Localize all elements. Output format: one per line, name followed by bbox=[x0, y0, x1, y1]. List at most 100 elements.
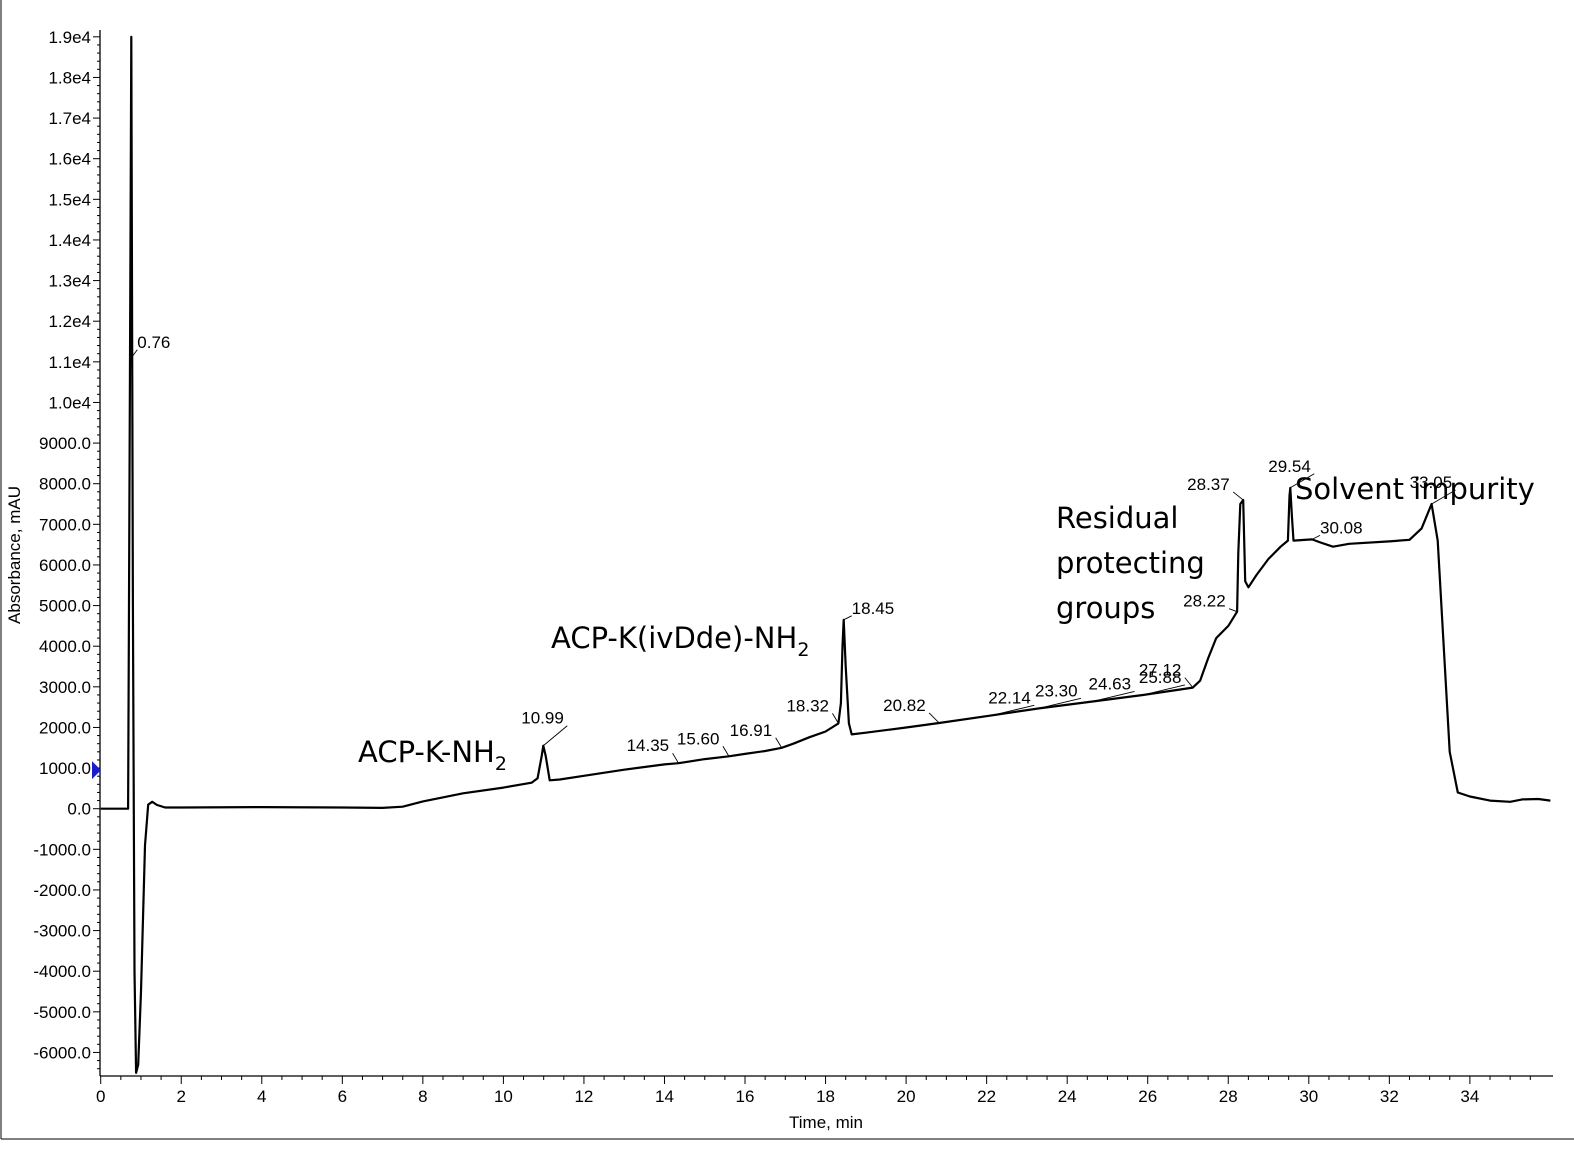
y-tick-label: -3000.0 bbox=[33, 922, 91, 941]
peak-label-leader bbox=[1038, 697, 1082, 709]
peak-label-leader bbox=[992, 704, 1035, 716]
peak-label-leader bbox=[1092, 691, 1135, 702]
y-tick-label: 7000.0 bbox=[39, 515, 91, 534]
peak-label-leader bbox=[1232, 491, 1244, 501]
y-tick-label: 1.6e4 bbox=[48, 150, 91, 169]
svg-text:ACP-K-NH2: ACP-K-NH2 bbox=[358, 735, 507, 775]
peak-label-leader bbox=[775, 737, 783, 748]
series-trace bbox=[100, 35, 1551, 1074]
peak-label-text: 10.99 bbox=[521, 709, 564, 728]
y-axis-title: Absorbance, mAU bbox=[5, 486, 24, 624]
y-tick-label: 1.2e4 bbox=[48, 312, 91, 331]
peak-label-text: 22.14 bbox=[988, 688, 1031, 707]
peak-label-text: 20.82 bbox=[883, 696, 926, 715]
peak-label-text: 18.45 bbox=[852, 599, 895, 618]
peak-label-leader bbox=[832, 713, 839, 724]
peak-label-text: 0.76 bbox=[137, 333, 170, 352]
peak-label-leader bbox=[1142, 684, 1185, 696]
y-axis: 1.9e4 1.8e4 1.7e4 1.6e4 1.5e4 1.4e4 1.3e4 1.2e4… bbox=[33, 28, 101, 1076]
peak-label: 24.63 bbox=[1089, 674, 1135, 702]
x-axis-title: Time, min bbox=[789, 1113, 863, 1132]
peak-label: 30.08 bbox=[1311, 518, 1363, 540]
annotation-acp-k-nh2: ACP-K-NH2 bbox=[358, 735, 507, 775]
peak-label-leader bbox=[130, 349, 138, 359]
y-tick-label: 1.0e4 bbox=[48, 393, 91, 412]
y-tick-label: 8000.0 bbox=[39, 475, 91, 494]
peak-label-text: 25.88 bbox=[1139, 668, 1182, 687]
peak-label: 27.12 bbox=[1139, 661, 1194, 688]
y-tick-label: 1.5e4 bbox=[48, 190, 91, 209]
peak-label: 18.32 bbox=[786, 696, 839, 724]
annotation-acp-k-ivdde-nh2: ACP-K(ivDde)-NH2 bbox=[551, 621, 809, 661]
peak-label-text: 28.22 bbox=[1183, 592, 1226, 611]
peak-label-leader bbox=[843, 615, 852, 621]
x-tick-label: 4 bbox=[257, 1087, 266, 1106]
y-tick-label: 4000.0 bbox=[39, 637, 91, 656]
y-tick-label: 1.7e4 bbox=[48, 109, 91, 128]
x-tick-label: 22 bbox=[977, 1087, 996, 1106]
peak-label: 10.99 bbox=[521, 709, 568, 747]
peak-label-text: 14.35 bbox=[627, 736, 670, 755]
peak-label: 20.82 bbox=[883, 696, 940, 724]
annotation-acp-k-ivdde-nh2-text: ACP-K(ivDde)-NH bbox=[551, 621, 797, 655]
y-tick-label: 1.9e4 bbox=[48, 28, 91, 47]
x-tick-label: 12 bbox=[574, 1087, 593, 1106]
x-tick-label: 34 bbox=[1460, 1087, 1479, 1106]
peak-label-leader bbox=[542, 725, 568, 747]
y-tick-label: 1000.0 bbox=[39, 759, 91, 778]
x-tick-label: 24 bbox=[1058, 1087, 1077, 1106]
y-tick-label: -2000.0 bbox=[33, 881, 91, 900]
peak-labels: 0.76 10.99 14.35 15.60 16.91 18.32 18.45 20.82 2… bbox=[130, 333, 1456, 764]
baseline-marker-icon bbox=[92, 761, 101, 780]
peak-label: 29.54 bbox=[1268, 457, 1315, 489]
y-tick-label: 3000.0 bbox=[39, 678, 91, 697]
x-tick-label: 14 bbox=[655, 1087, 674, 1106]
y-tick-label: 5000.0 bbox=[39, 597, 91, 616]
peak-label-leader bbox=[722, 746, 730, 757]
peak-label-text: 27.12 bbox=[1139, 661, 1182, 680]
x-tick-label: 30 bbox=[1299, 1087, 1318, 1106]
x-tick-label: 16 bbox=[736, 1087, 755, 1106]
annotation-residual-line-3: groups bbox=[1056, 591, 1155, 625]
peak-label: 15.60 bbox=[677, 729, 730, 757]
peak-label-leader bbox=[1290, 473, 1315, 489]
annotation-residual-line-2: protecting bbox=[1056, 546, 1205, 580]
annotation-acp-k-ivdde-nh2-subscript: 2 bbox=[797, 639, 809, 661]
peak-label-text: 16.91 bbox=[730, 721, 773, 740]
peak-label-text: 24.63 bbox=[1089, 674, 1132, 693]
peak-label-leader bbox=[1228, 608, 1238, 613]
annotation-residual-protecting-groups: Residual protecting groups bbox=[1056, 501, 1205, 625]
y-tick-label: 6000.0 bbox=[39, 556, 91, 575]
y-tick-label: 1.3e4 bbox=[48, 272, 91, 291]
peak-label: 23.30 bbox=[1035, 681, 1082, 709]
y-tick-label: 9000.0 bbox=[39, 434, 91, 453]
y-tick-label: 1.1e4 bbox=[48, 353, 91, 372]
annotation-acp-k-nh2-subscript: 2 bbox=[495, 753, 507, 775]
peak-label-text: 15.60 bbox=[677, 729, 720, 748]
x-tick-label: 10 bbox=[494, 1087, 513, 1106]
annotation-solvent-impurity: Solvent impurity bbox=[1295, 472, 1535, 506]
peak-label-leader bbox=[672, 752, 679, 764]
peak-label: 25.88 bbox=[1139, 668, 1185, 696]
y-tick-label: -5000.0 bbox=[33, 1003, 91, 1022]
svg-text:ACP-K(ivDde)-NH2: ACP-K(ivDde)-NH2 bbox=[551, 621, 809, 661]
peak-label-text: 18.32 bbox=[786, 696, 829, 715]
annotation-residual-line-1: Residual bbox=[1056, 501, 1178, 535]
x-tick-label: 2 bbox=[177, 1087, 186, 1106]
annotation-acp-k-nh2-text: ACP-K-NH bbox=[358, 735, 495, 769]
peak-label: 28.37 bbox=[1187, 475, 1244, 501]
peak-label-text: 23.30 bbox=[1035, 681, 1078, 700]
y-tick-label: -6000.0 bbox=[33, 1043, 91, 1062]
x-tick-label: 20 bbox=[897, 1087, 916, 1106]
peak-label: 28.22 bbox=[1183, 592, 1238, 613]
x-tick-label: 28 bbox=[1219, 1087, 1238, 1106]
peak-label: 14.35 bbox=[627, 736, 679, 764]
y-tick-label: 1.8e4 bbox=[48, 68, 91, 87]
peak-label-leader bbox=[1184, 677, 1194, 688]
y-tick-label: 1.4e4 bbox=[48, 231, 91, 250]
y-tick-label: 0.0 bbox=[67, 800, 91, 819]
x-tick-label: 6 bbox=[338, 1087, 347, 1106]
x-tick-label: 32 bbox=[1380, 1087, 1399, 1106]
peak-label: 18.45 bbox=[843, 599, 895, 621]
